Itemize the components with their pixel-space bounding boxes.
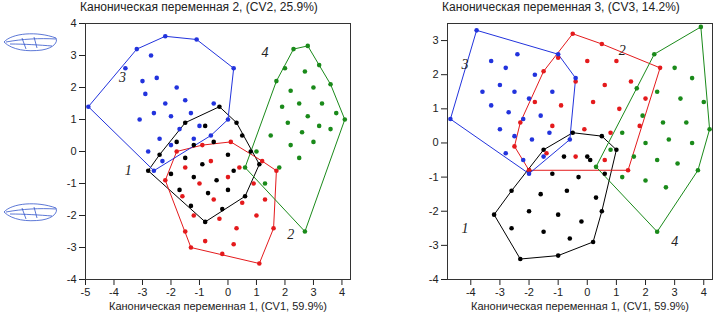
svg-text:Каноническая переменная 1, (CV: Каноническая переменная 1, (CV1, 59.9%)	[109, 300, 327, 312]
svg-text:-1: -1	[67, 177, 77, 189]
svg-text:-3: -3	[138, 286, 148, 298]
svg-text:Каноническая переменная 1, (CV: Каноническая переменная 1, (CV1, 59.9%)	[471, 300, 689, 312]
svg-text:1: 1	[613, 286, 619, 298]
svg-text:0: 0	[225, 286, 231, 298]
svg-text:4: 4	[70, 17, 76, 29]
html-text:Каноническая переменная 2, (CV: Каноническая переменная 2, (CV2, 25.9%)	[80, 0, 318, 14]
svg-text:1: 1	[70, 113, 76, 125]
svg-text:-2: -2	[166, 286, 176, 298]
svg-text:-1: -1	[429, 171, 439, 183]
svg-text:1: 1	[432, 102, 438, 114]
svg-text:3: 3	[70, 49, 76, 61]
svg-text:-4: -4	[67, 273, 77, 285]
svg-text:-1: -1	[553, 286, 563, 298]
svg-text:-4: -4	[466, 286, 476, 298]
svg-text:-2: -2	[67, 209, 77, 221]
svg-text:-3: -3	[429, 239, 439, 251]
svg-text:-3: -3	[495, 286, 505, 298]
svg-text:-2: -2	[524, 286, 534, 298]
svg-text:1: 1	[461, 221, 468, 236]
svg-text:2: 2	[619, 43, 626, 58]
svg-text:-1: -1	[195, 286, 205, 298]
svg-text:2: 2	[287, 227, 294, 242]
svg-text:4: 4	[339, 286, 345, 298]
svg-text:1: 1	[253, 286, 259, 298]
svg-text:-2: -2	[429, 205, 439, 217]
svg-text:3: 3	[432, 34, 438, 46]
svg-text:2: 2	[432, 68, 438, 80]
svg-text:3: 3	[118, 70, 126, 85]
svg-text:4: 4	[701, 286, 707, 298]
svg-text:0: 0	[432, 136, 438, 148]
svg-text:-4: -4	[109, 286, 119, 298]
svg-text:3: 3	[310, 286, 316, 298]
svg-text:2: 2	[642, 286, 648, 298]
svg-text:2: 2	[282, 286, 288, 298]
svg-text:-3: -3	[67, 241, 77, 253]
svg-text:3: 3	[460, 57, 468, 72]
svg-text:-4: -4	[429, 273, 439, 285]
svg-text:0: 0	[584, 286, 590, 298]
svg-text:1: 1	[125, 163, 132, 178]
svg-text:4: 4	[671, 234, 678, 249]
svg-text:4: 4	[262, 45, 269, 60]
svg-text:0: 0	[70, 145, 76, 157]
html-text:Каноническая переменная 3, (CV: Каноническая переменная 3, (CV3, 14.2%)	[442, 0, 680, 14]
svg-text:-5: -5	[81, 286, 91, 298]
svg-text:3: 3	[672, 286, 678, 298]
svg-text:2: 2	[70, 81, 76, 93]
